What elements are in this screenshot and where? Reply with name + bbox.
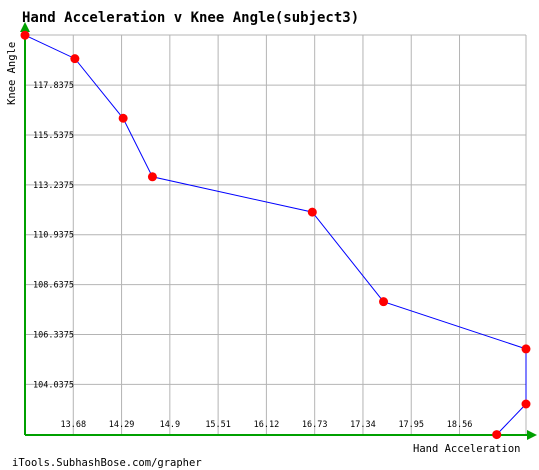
data-point — [307, 207, 317, 217]
data-point — [118, 113, 128, 123]
x-tick-label: 16.73 — [302, 420, 328, 430]
x-tick-label: 17.34 — [350, 420, 376, 430]
data-point — [20, 30, 30, 40]
data-point — [70, 54, 80, 64]
data-point — [147, 172, 157, 182]
data-point — [492, 430, 502, 440]
data-points — [20, 30, 531, 440]
y-tick-label: 117.8375 — [33, 81, 74, 91]
data-point — [379, 297, 389, 307]
y-tick-label: 110.9375 — [33, 231, 74, 241]
x-tick-label: 13.68 — [60, 420, 86, 430]
y-tick-label: 115.5375 — [33, 131, 74, 141]
y-tick-label: 113.2375 — [33, 181, 74, 191]
x-tick-label: 14.29 — [109, 420, 135, 430]
x-axis-arrow — [527, 430, 537, 440]
data-point — [521, 344, 531, 354]
x-tick-label: 17.95 — [398, 420, 424, 430]
y-axis-arrow — [20, 22, 30, 32]
x-axis-label: Hand Acceleration — [413, 443, 520, 455]
chart-title: Hand Acceleration v Knee Angle(subject3) — [22, 10, 359, 26]
axes — [20, 22, 537, 440]
data-point — [521, 399, 531, 409]
grid — [25, 34, 527, 435]
y-tick-label: 106.3375 — [33, 330, 74, 340]
x-tick-label: 16.12 — [254, 420, 280, 430]
y-tick-label: 104.0375 — [33, 380, 74, 390]
x-tick-label: 15.51 — [205, 420, 231, 430]
y-tick-label: 108.6375 — [33, 281, 74, 291]
y-axis-label: Knee Angle — [6, 42, 18, 105]
x-tick-label: 18.56 — [447, 420, 473, 430]
footer-credit: iTools.SubhashBose.com/grapher — [12, 457, 202, 469]
tick-labels: 13.68 14.29 14.9 15.51 16.12 16.73 17.34 17.95 1… — [33, 81, 472, 430]
x-tick-label: 14.9 — [160, 420, 180, 430]
